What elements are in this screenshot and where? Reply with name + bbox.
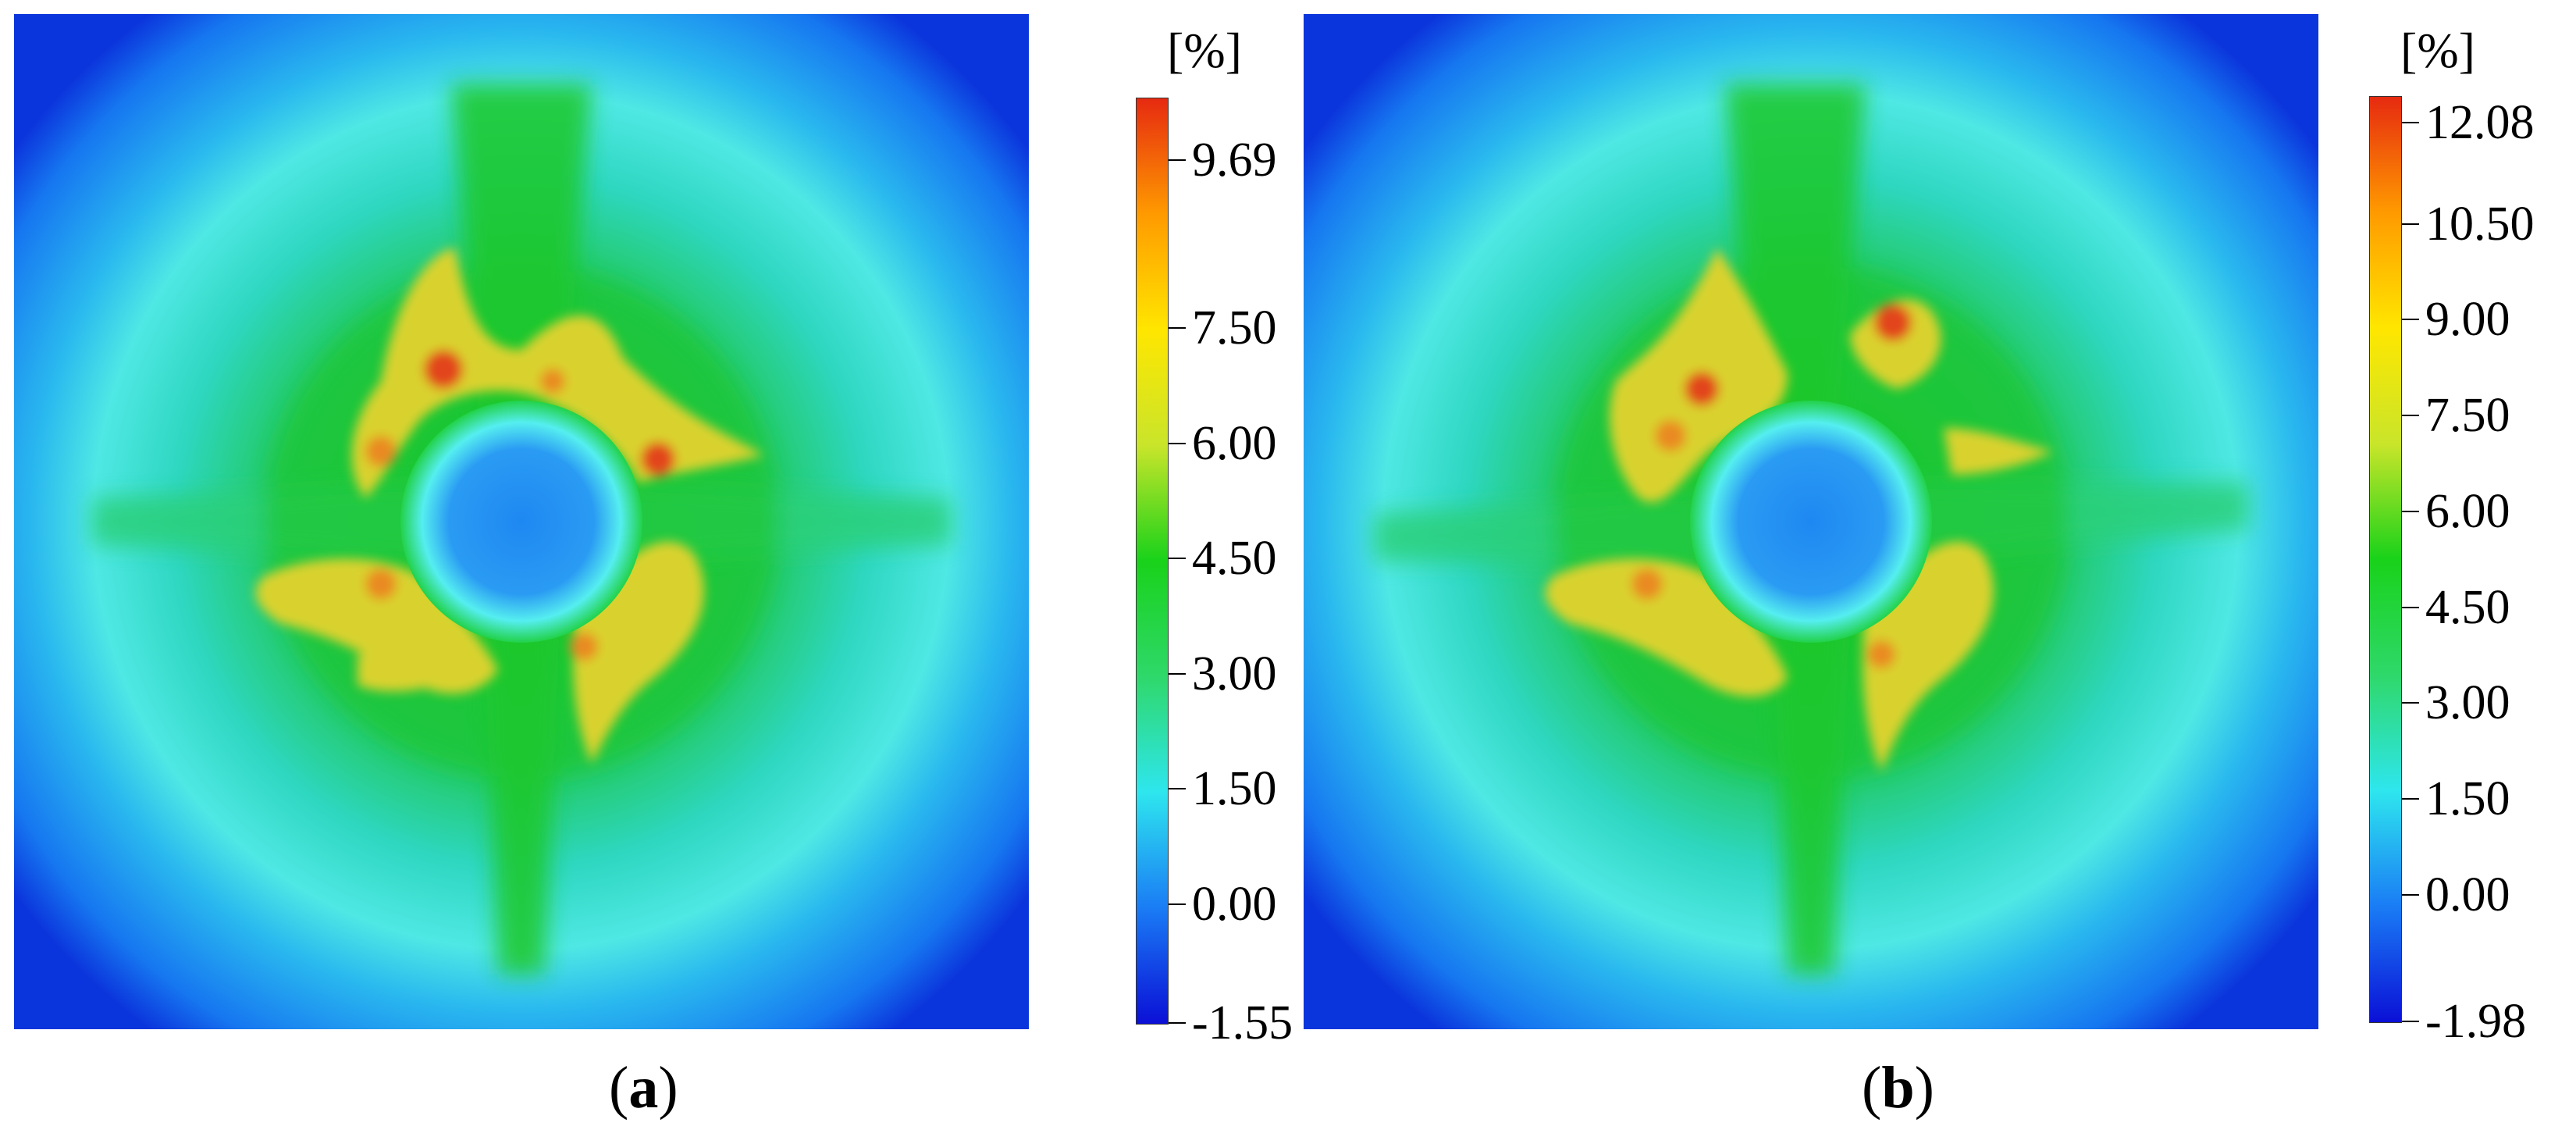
- contour-plot-a: [14, 14, 1029, 1029]
- colorbar-tick-label: 6.00: [1192, 416, 1277, 470]
- colorbar-tick-label: 1.50: [2425, 772, 2510, 826]
- colorbar-tick-label: 10.50: [2425, 197, 2535, 251]
- colorbar-tick-label: -1.55: [1192, 996, 1293, 1050]
- colorbar-tick-label: 1.50: [1192, 762, 1277, 816]
- colorbar-tick-label: 9.69: [1192, 133, 1277, 187]
- colorbar-tick: [1169, 672, 1186, 675]
- colorbar-tick: [2402, 798, 2419, 800]
- colorbar-tick: [2402, 319, 2419, 321]
- colorbar-tick: [2402, 415, 2419, 417]
- colorbar-tick: [1169, 903, 1186, 905]
- colorbar-tick: [1169, 788, 1186, 790]
- colorbar-tick: [1169, 442, 1186, 444]
- colorbar-tick-label: 12.08: [2425, 96, 2535, 150]
- panel-label-b: (b): [1862, 1055, 1934, 1121]
- colorbar-tick-label: 0.00: [1192, 877, 1277, 931]
- colorbar-tick-label: 6.00: [2425, 484, 2510, 538]
- colorbar-unit-a: [%]: [1167, 23, 1242, 78]
- colorbar-tick: [2402, 606, 2419, 608]
- colorbar-tick-label: -1.98: [2425, 995, 2527, 1048]
- contour-plot-b: [1304, 14, 2318, 1029]
- colorbar-tick-label: 0.00: [2425, 868, 2510, 921]
- panel-label-a: (a): [609, 1055, 678, 1121]
- colorbar-tick: [1169, 558, 1186, 560]
- colorbar-b: [2369, 96, 2402, 1023]
- colorbar-tick-label: 4.50: [1192, 532, 1277, 586]
- colorbar-tick-label: 9.00: [2425, 293, 2510, 347]
- colorbar-tick-label: 7.50: [1192, 301, 1277, 355]
- colorbar-tick-label: 3.00: [2425, 676, 2510, 730]
- colorbar-tick-label: 3.00: [1192, 647, 1277, 700]
- colorbar-tick: [1169, 1022, 1186, 1024]
- colorbar-tick: [1169, 159, 1186, 161]
- colorbar-tick: [2402, 702, 2419, 704]
- colorbar-tick: [2402, 510, 2419, 512]
- colorbar-tick: [2402, 122, 2419, 124]
- colorbar-tick: [2402, 893, 2419, 896]
- colorbar-tick: [1169, 327, 1186, 330]
- colorbar-tick: [2402, 223, 2419, 225]
- colorbar-tick-label: 7.50: [2425, 389, 2510, 443]
- colorbar-a: [1136, 98, 1169, 1025]
- colorbar-unit-b: [%]: [2400, 23, 2475, 78]
- contour-svg-a: [14, 14, 1029, 1029]
- contour-svg-b: [1304, 14, 2318, 1029]
- colorbar-tick: [2402, 1021, 2419, 1022]
- colorbar-tick-label: 4.50: [2425, 580, 2510, 634]
